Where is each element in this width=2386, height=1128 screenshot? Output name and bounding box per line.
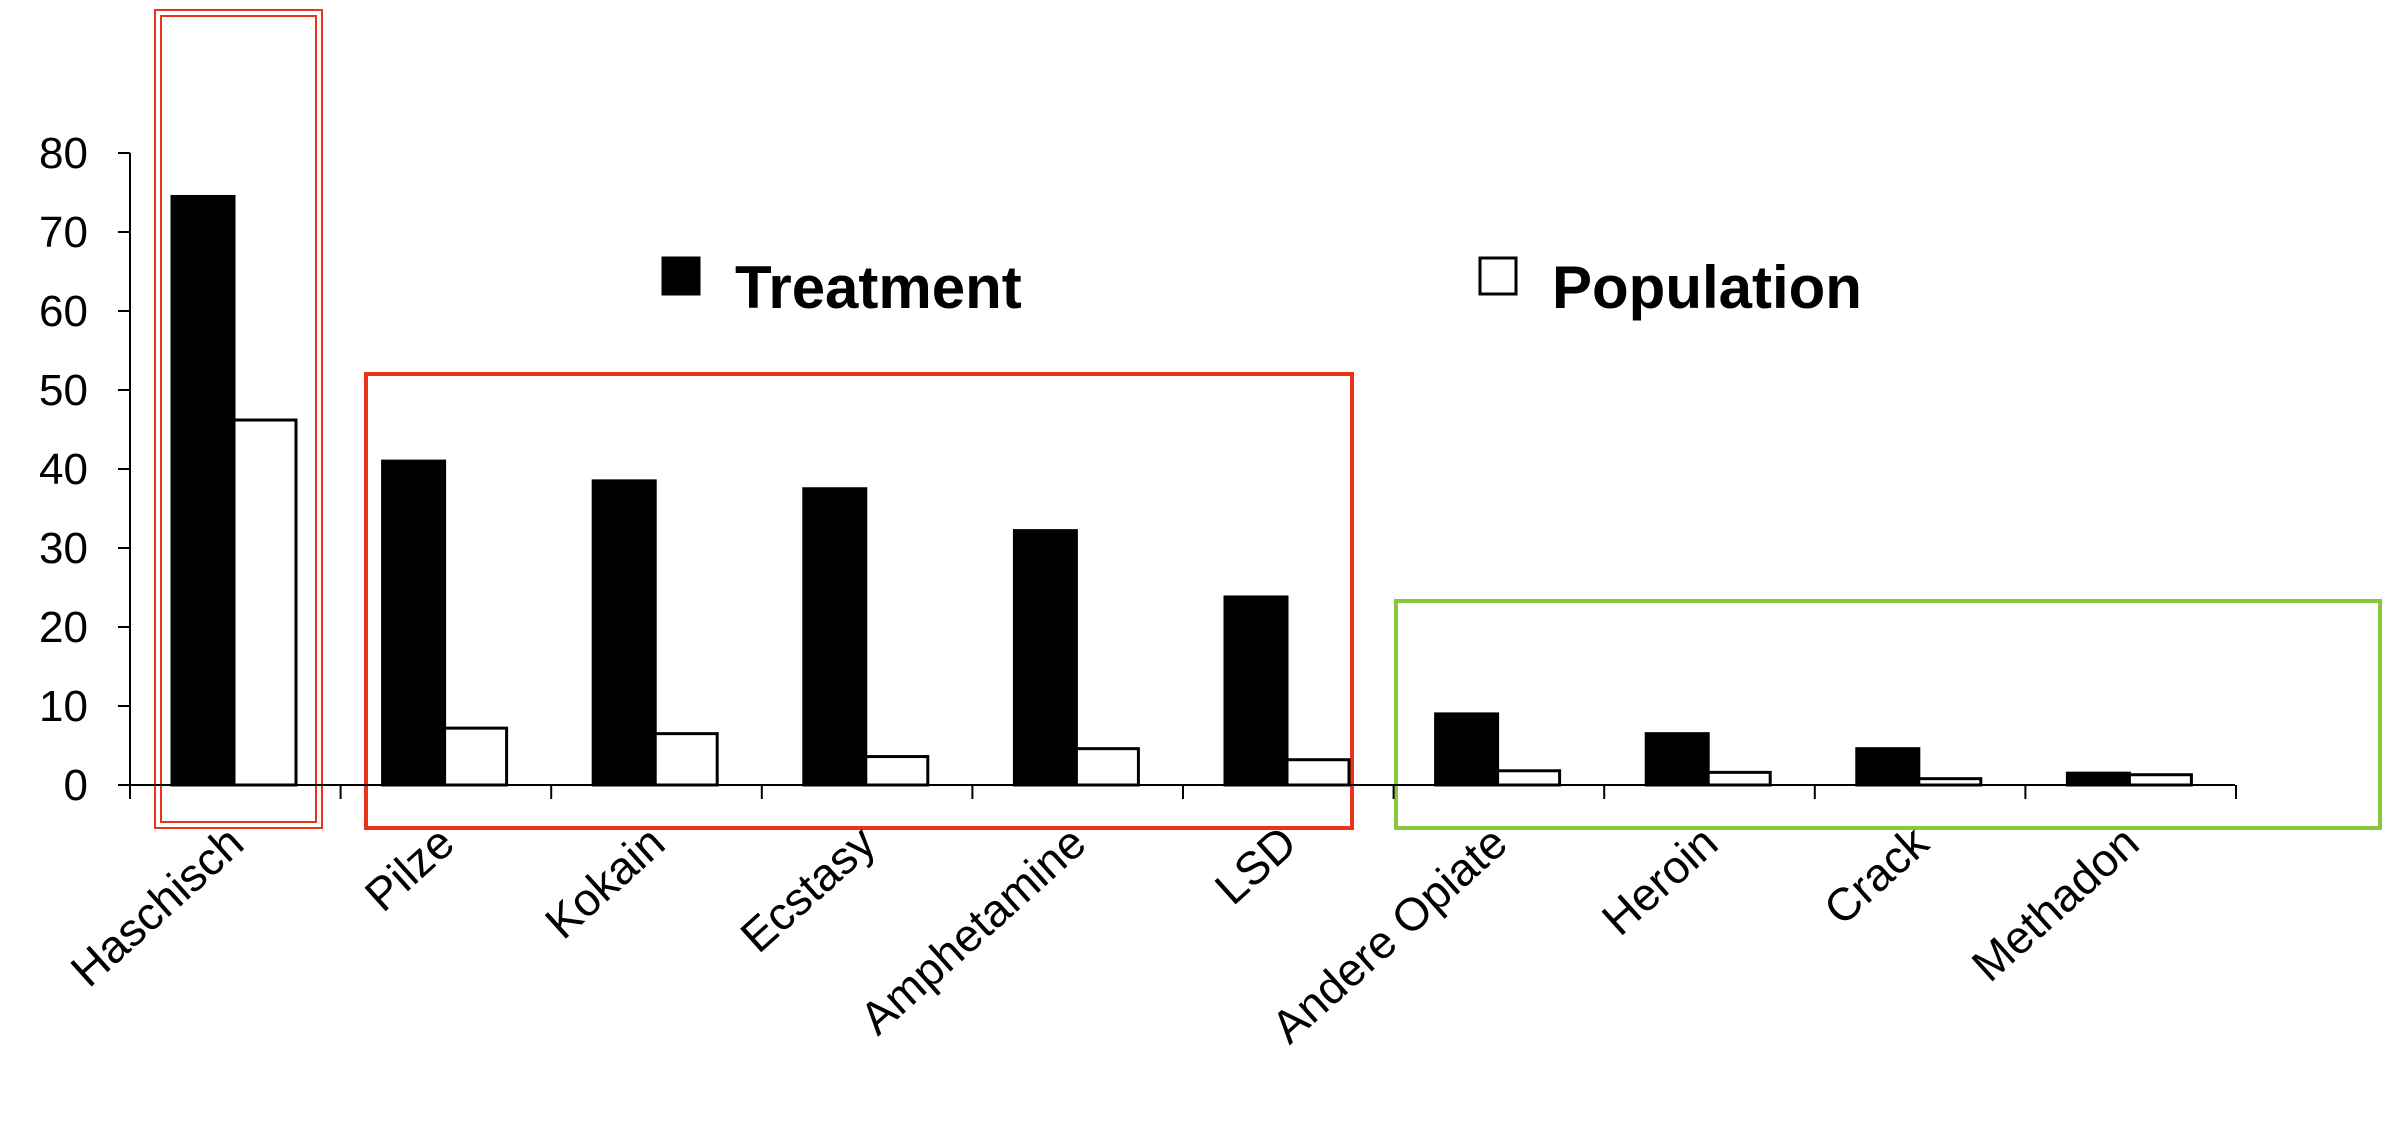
bars (170, 194, 2193, 787)
highlight-box-1 (154, 9, 323, 829)
y-tick-label: 50 (39, 366, 88, 415)
bar-treatment-crack (1855, 747, 1921, 787)
bar-treatment-methadon (2065, 771, 2131, 787)
category-label-lsd: LSD (1205, 816, 1306, 915)
bar-population-heroin (1706, 770, 1772, 787)
bar-treatment-ecstasy (802, 487, 868, 787)
bar-population-crack (1917, 777, 1983, 787)
y-tick-label: 10 (39, 682, 88, 731)
y-tick-label: 0 (64, 761, 88, 810)
category-label-amphetamine: Amphetamine (850, 816, 1096, 1045)
y-tick-label: 30 (39, 524, 88, 573)
bar-population-lsd (1285, 758, 1351, 787)
y-tick-label: 40 (39, 445, 88, 494)
legend-swatch-population (1478, 256, 1518, 296)
bar-treatment-amphetamine (1012, 529, 1078, 787)
bar-population-haschisch (232, 418, 298, 787)
axes: 0 10 20 30 40 50 60 70 80 (39, 129, 2237, 810)
category-label-heroin: Heroin (1592, 816, 1728, 945)
category-label-methadon: Methadon (1962, 816, 2149, 992)
bar-treatment-pilze (381, 459, 447, 787)
legend-swatch-treatment (661, 256, 701, 296)
bar-treatment-andere-opiate (1434, 712, 1500, 787)
legend-label-population: Population (1552, 254, 1862, 321)
category-label-kokain: Kokain (535, 816, 674, 949)
highlight-boxes (154, 9, 2382, 830)
bar-population-methadon (2127, 773, 2193, 787)
y-tick-label: 20 (39, 603, 88, 652)
bar-treatment-lsd (1223, 595, 1289, 787)
highlight-box-3 (1394, 599, 2382, 830)
bar-population-amphetamine (1074, 747, 1140, 787)
category-label-crack: Crack (1814, 815, 1939, 935)
y-tick-label: 60 (39, 287, 88, 336)
bar-treatment-heroin (1644, 732, 1710, 787)
category-label-pilze: Pilze (355, 816, 464, 921)
y-tick-label: 70 (39, 208, 88, 257)
highlight-box-1-inner (160, 15, 317, 823)
legend: Treatment Population (661, 254, 1862, 321)
bar-population-kokain (653, 732, 719, 787)
category-label-ecstasy: Ecstasy (730, 816, 884, 962)
highlight-box-2 (364, 372, 1354, 830)
bar-treatment-kokain (591, 479, 657, 787)
bar-treatment-haschisch (170, 194, 236, 787)
y-tick-label: 80 (39, 129, 88, 178)
bar-population-andere-opiate (1496, 769, 1562, 787)
bar-population-pilze (443, 726, 509, 787)
bar-population-ecstasy (864, 755, 930, 787)
category-label-haschisch: Haschisch (61, 816, 253, 997)
legend-label-treatment: Treatment (735, 254, 1022, 321)
